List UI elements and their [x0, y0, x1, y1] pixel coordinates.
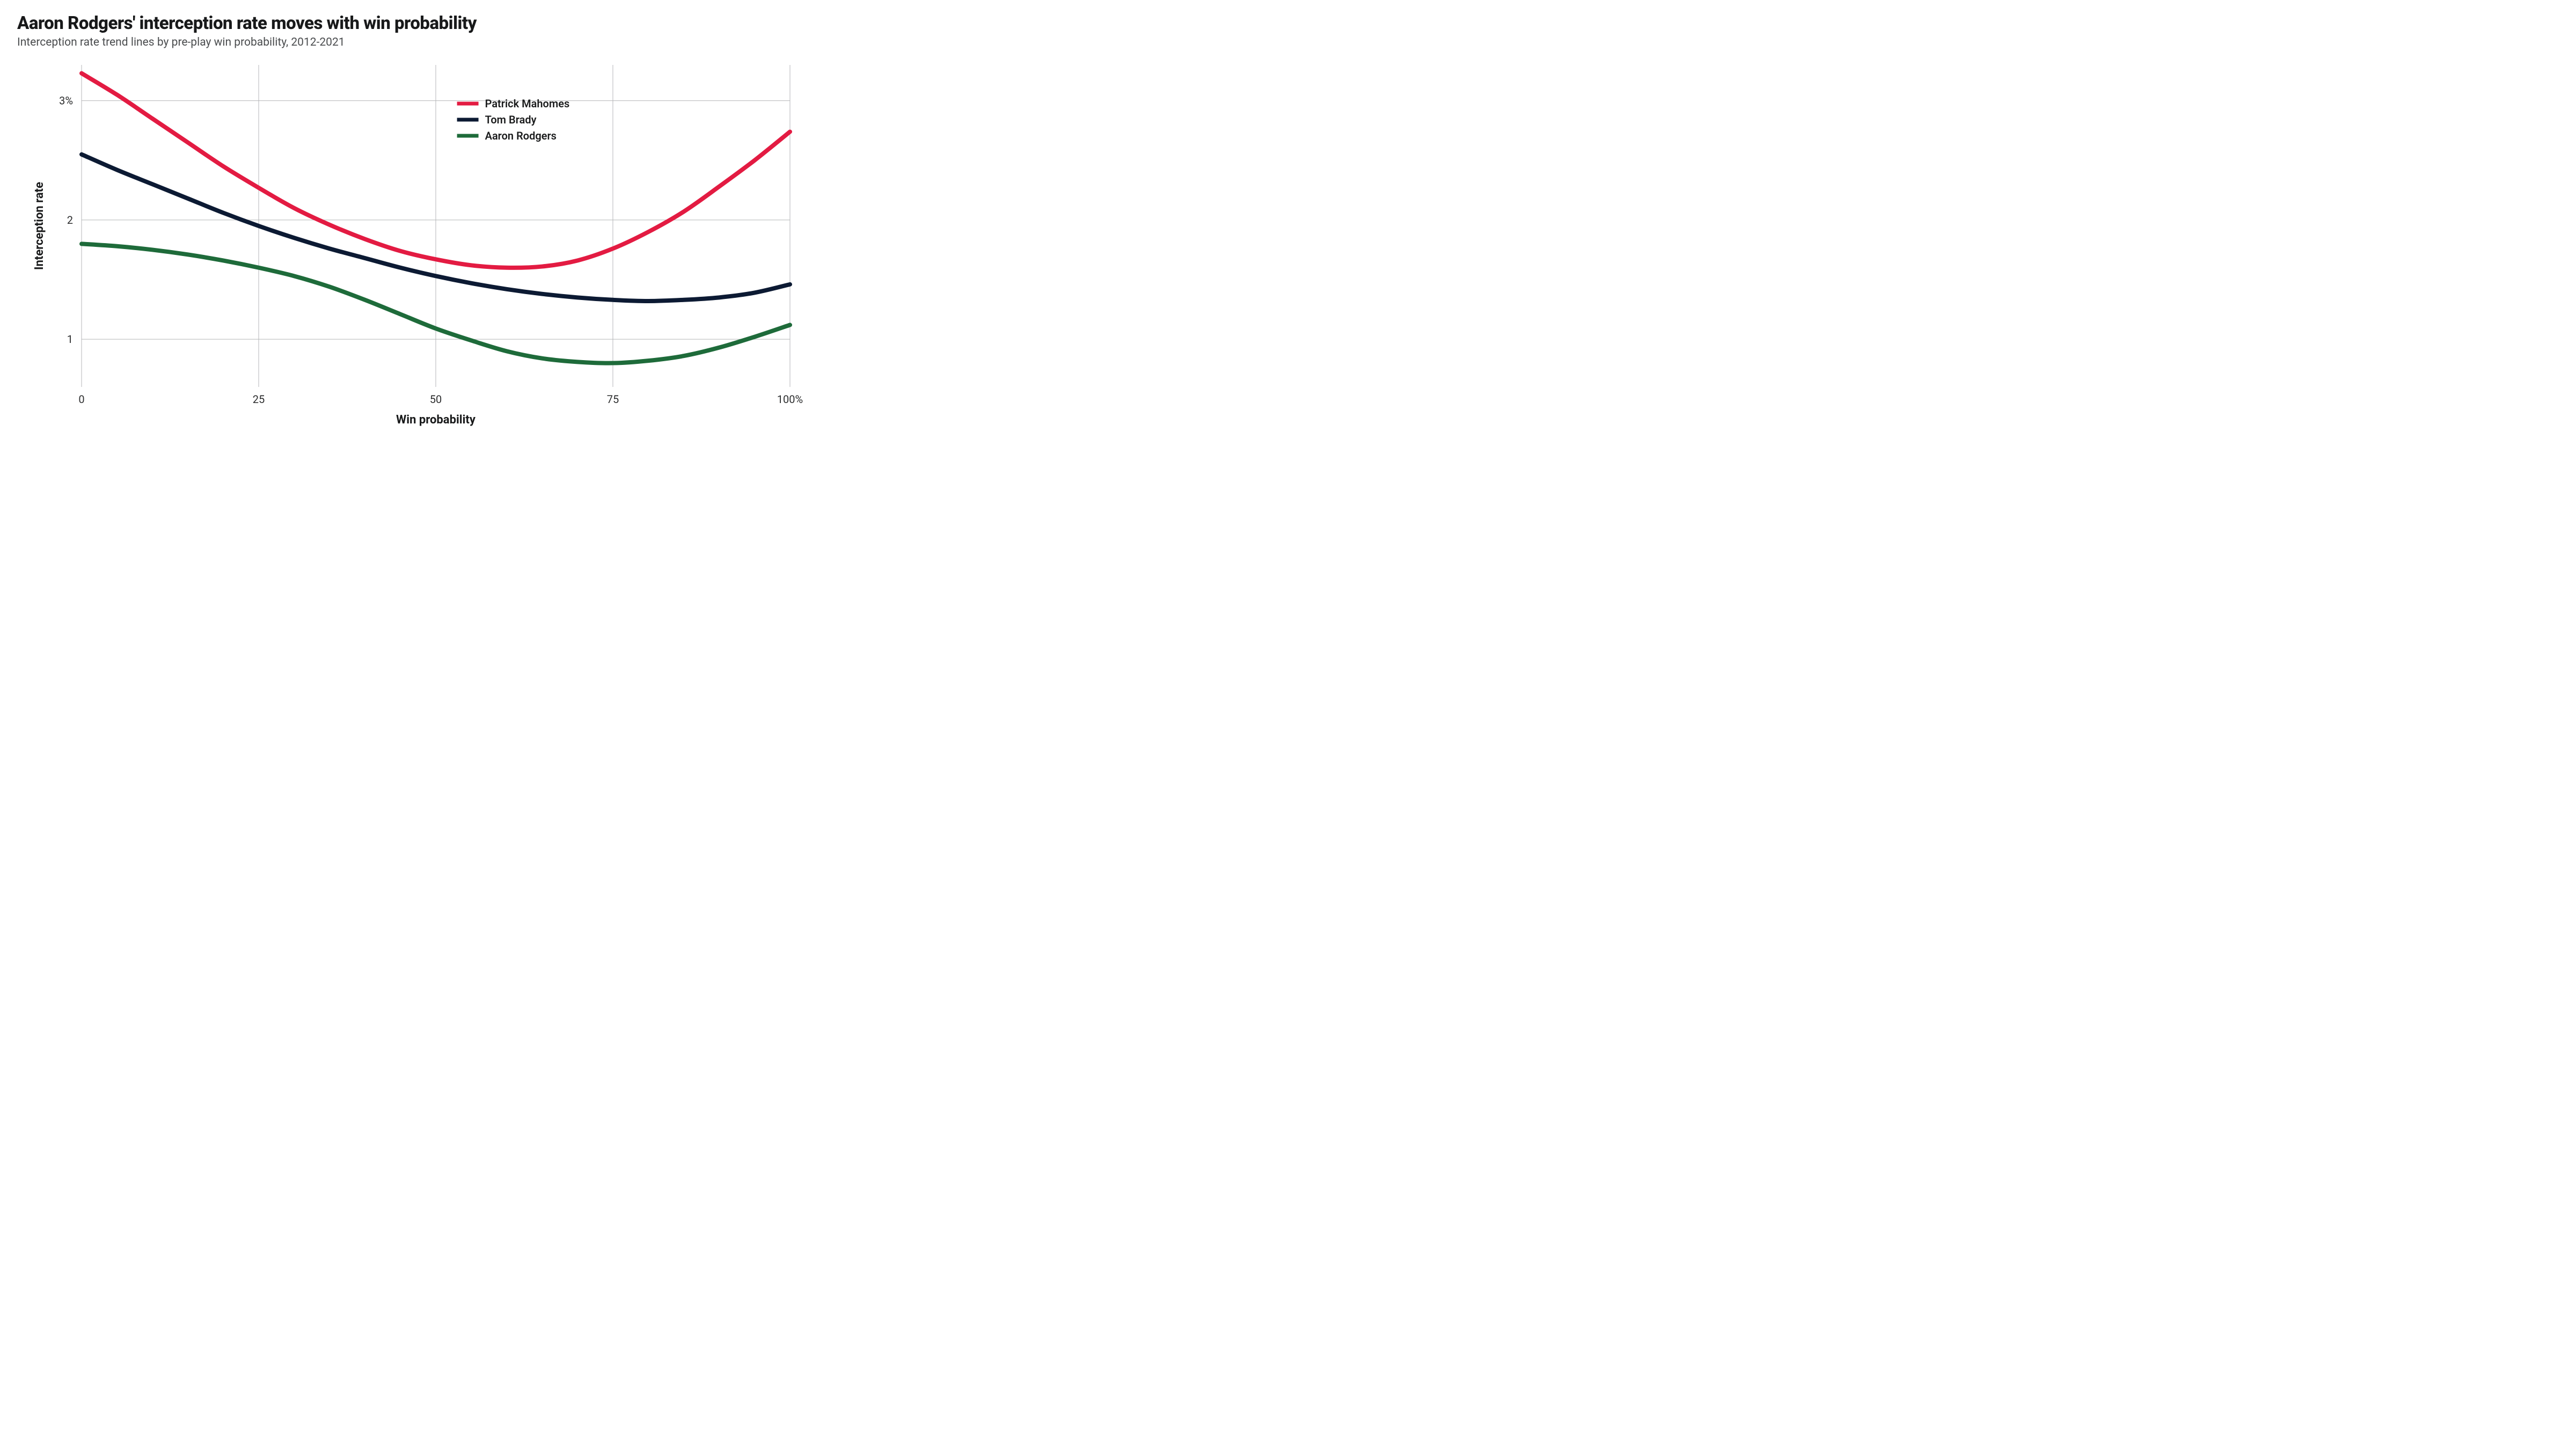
legend-label: Tom Brady	[485, 113, 537, 126]
chart-subtitle: Interception rate trend lines by pre-pla…	[17, 36, 807, 49]
chart-title: Aaron Rodgers' interception rate moves w…	[17, 13, 807, 34]
x-tick-label: 25	[253, 393, 265, 406]
y-axis-label: Interception rate	[33, 182, 46, 270]
x-tick-label: 0	[78, 393, 84, 406]
x-tick-label: 100%	[777, 393, 803, 406]
line-chart: 0 25 50 75 100% 1 2 3% Win probability Intercepti…	[17, 54, 807, 441]
y-tick-label: 2	[67, 214, 73, 226]
y-tick-label: 1	[67, 333, 73, 346]
page: Aaron Rodgers' interception rate moves w…	[0, 0, 824, 464]
legend-label: Aaron Rodgers	[485, 129, 557, 142]
chart-container: 0 25 50 75 100% 1 2 3% Win probability Intercepti…	[17, 54, 807, 441]
x-axis-label: Win probability	[396, 413, 476, 427]
x-tick-label: 75	[607, 393, 619, 406]
legend-label: Patrick Mahomes	[485, 97, 570, 110]
y-tick-label: 3%	[59, 94, 73, 107]
x-tick-label: 50	[430, 393, 442, 406]
